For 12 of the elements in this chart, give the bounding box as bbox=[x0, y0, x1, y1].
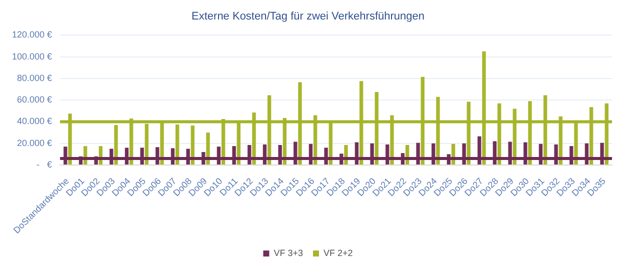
y-tick-label: 100.000 € bbox=[12, 51, 52, 62]
y-tick-label: - € bbox=[36, 159, 52, 170]
y-tick-label: 40.000 € bbox=[16, 116, 52, 126]
bar bbox=[114, 124, 118, 165]
y-tick-label: 120.000 € bbox=[12, 30, 52, 40]
legend-label: VF 3+3 bbox=[274, 248, 304, 258]
y-tick-label: 60.000 € bbox=[16, 94, 52, 105]
bar bbox=[206, 132, 210, 165]
y-tick-label: 80.000 € bbox=[16, 72, 52, 83]
chart-title: Externe Kosten/Tag für zwei Verkehrsführungen bbox=[192, 10, 424, 23]
y-tick-label: 20.000 € bbox=[16, 138, 52, 148]
legend-label: VF 2+2 bbox=[324, 248, 353, 258]
